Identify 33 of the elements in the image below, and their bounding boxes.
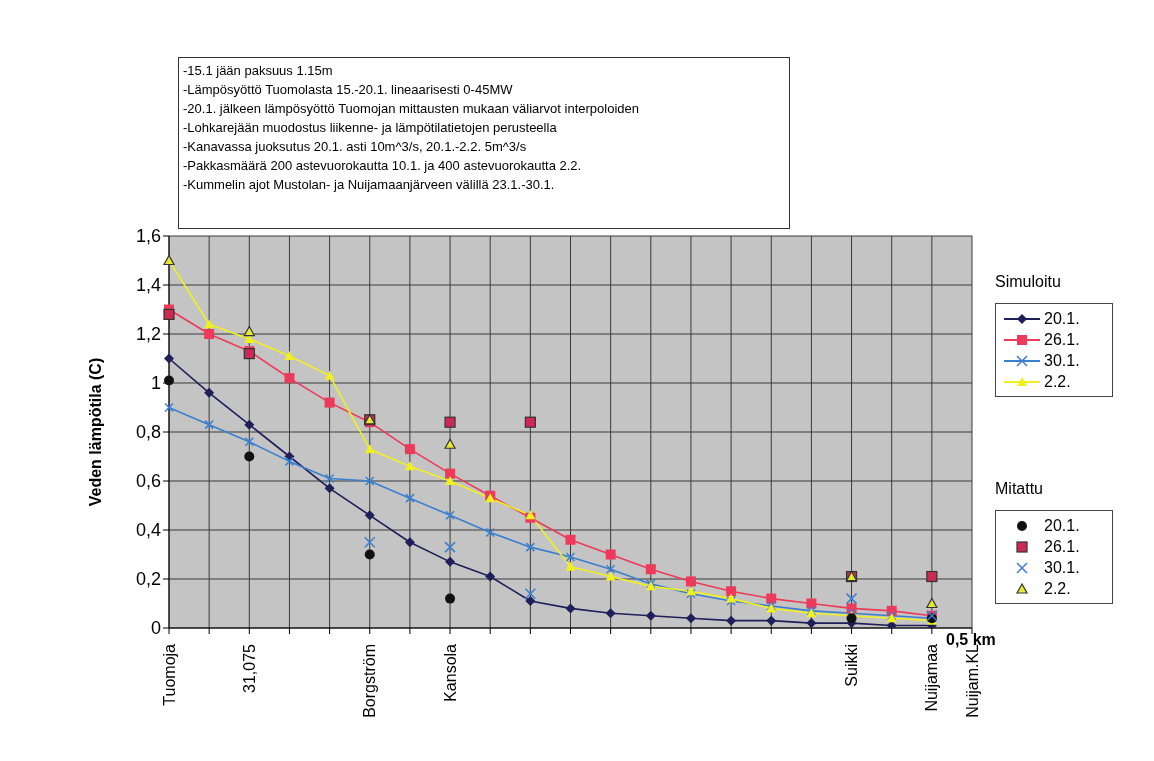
y-tick-label: 1,2 xyxy=(135,324,161,345)
y-axis-title: Veden lämpötila (C) xyxy=(86,357,104,507)
legend-label: 26.1. xyxy=(1044,330,1080,349)
y-tick-label: 0 xyxy=(150,618,161,639)
legend-label: 26.1. xyxy=(1044,537,1080,556)
x-tick-label: Kansola xyxy=(441,643,459,702)
legend-label: 20.1. xyxy=(1044,309,1080,328)
legend-label: 2.2. xyxy=(1044,579,1071,598)
text: -Pakkasmäärä 200 astevuorokautta 10.1. ja 400 astevuorokautta 2.2. xyxy=(183,157,583,175)
text: -20.1. jälkeen lämpösyöttö Tuomojan mittausten mukaan väliarvot interpoloiden xyxy=(183,100,640,118)
x-tick-label: Tuomoja xyxy=(160,643,178,706)
x-tick-label: Borgström xyxy=(361,644,379,718)
x-tick-label: Nuijamaa xyxy=(923,643,941,712)
text: Simuloitu xyxy=(995,273,1061,290)
text: -Kanavassa juoksutus 20.1. asti 10m^3/s, 20.1.-2.2. 5m^3/s xyxy=(183,138,528,156)
y-tick-label: 0,8 xyxy=(135,422,161,443)
text: -Kummelin ajot Mustolan- ja Nuijamaanjärveen välillä 23.1.-30.1. xyxy=(183,176,556,194)
text: -Lämpösyöttö Tuomolasta 15.-20.1. lineaarisesti 0-45MW xyxy=(183,81,514,99)
legend-label: 30.1. xyxy=(1044,351,1080,370)
x-tick-label: Suikki xyxy=(843,644,861,687)
y-tick-label: 1,4 xyxy=(135,275,161,296)
text: -15.1 jään paksuus 1.15m xyxy=(183,62,334,80)
text: Mitattu xyxy=(995,480,1044,497)
y-tick-label: 0,4 xyxy=(135,520,161,541)
x-tick-label: 31,075 xyxy=(240,643,258,693)
y-tick-label: 0,6 xyxy=(135,471,161,492)
legend-label: 20.1. xyxy=(1044,516,1080,535)
y-tick-label: 0,2 xyxy=(135,569,161,590)
legend-label: 30.1. xyxy=(1044,558,1080,577)
text: -Lohkarejään muodostus liikenne- ja lämpötilatietojen perusteella xyxy=(183,119,558,137)
y-tick-label: 1,6 xyxy=(135,226,161,247)
legend-label: 2.2. xyxy=(1044,372,1071,391)
y-tick-label: 1 xyxy=(150,373,161,394)
